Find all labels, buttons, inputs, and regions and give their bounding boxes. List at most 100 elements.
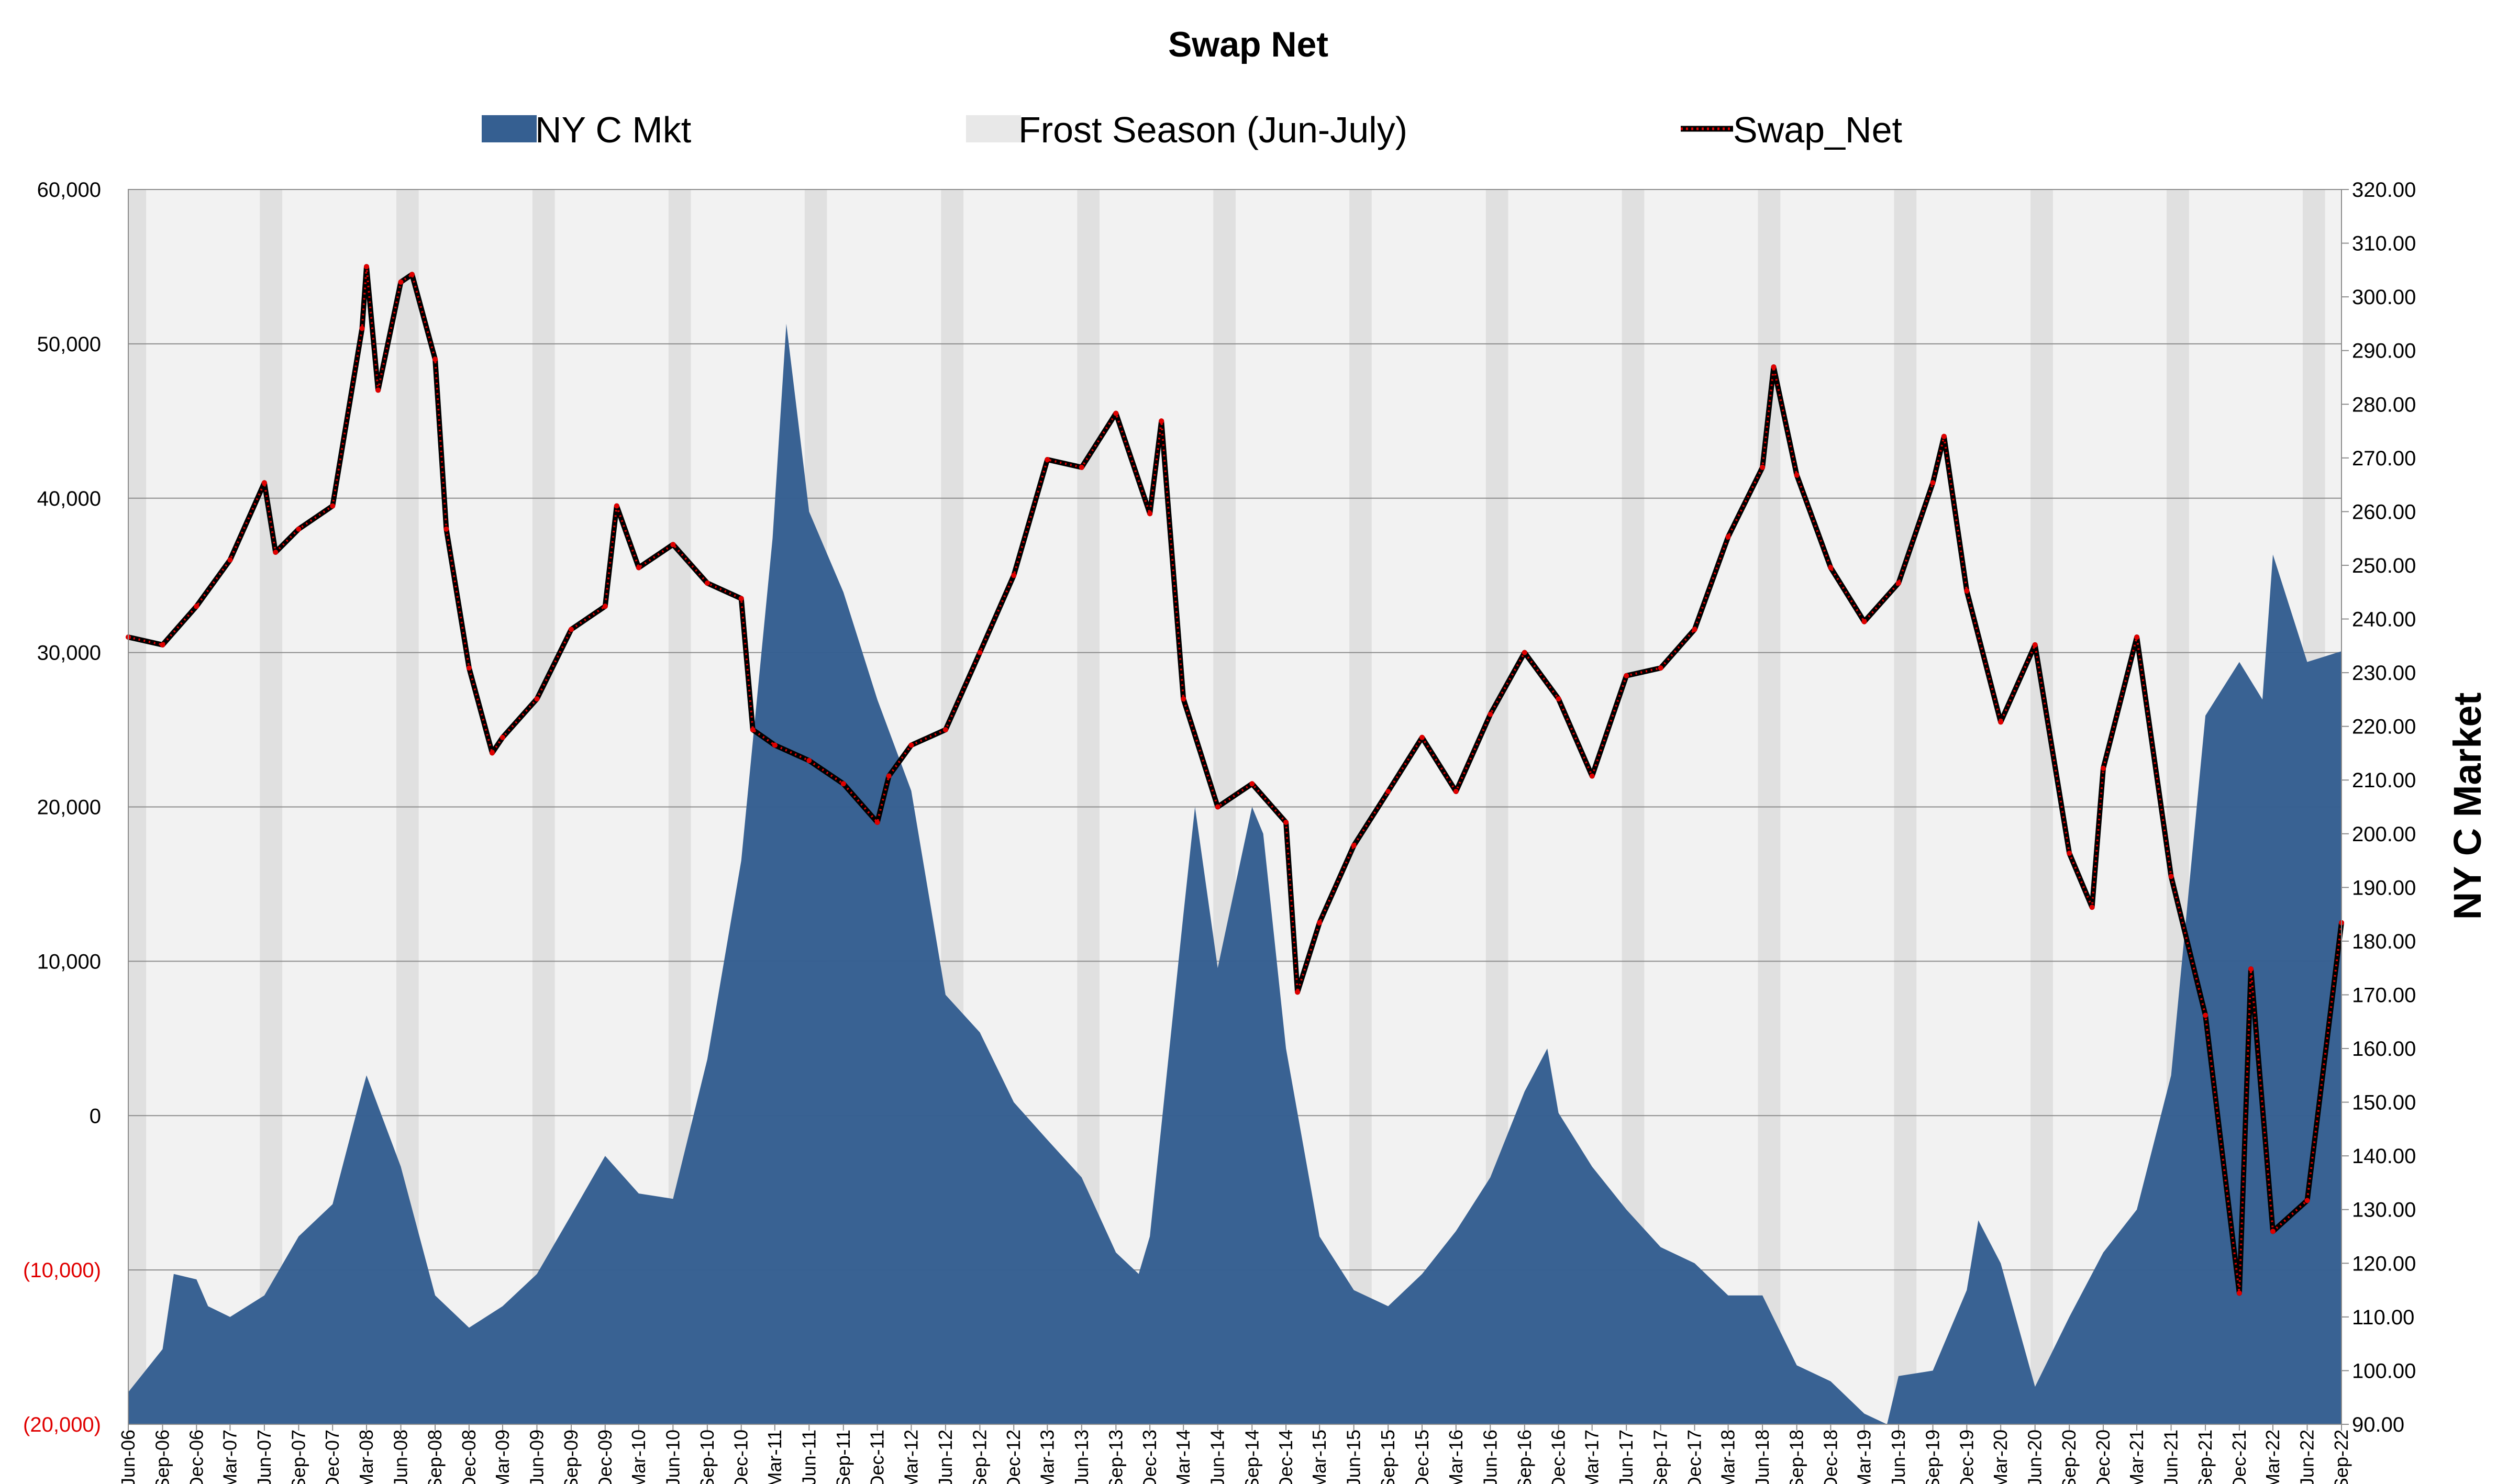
swap-net-point: [2203, 1012, 2209, 1018]
x-tick-label: 13-Jun-09: [526, 1430, 547, 1484]
swap-net-point: [500, 734, 505, 740]
right-tick-label: 170.00: [2352, 984, 2416, 1007]
x-tick-label: 13-Mar-11: [764, 1430, 785, 1484]
legend-label-frost-season: Frost Season (Jun-July): [1018, 109, 1407, 150]
swap-net-point: [1760, 464, 1766, 470]
x-tick-label: 13-Dec-12: [1003, 1430, 1024, 1484]
x-tick-label: 13-Dec-19: [1956, 1430, 1977, 1484]
swap-net-point: [1011, 573, 1017, 578]
x-axis-ticks: 13-Jun-06 13-Sep-06 13-Dec-06 13-Mar-07 13-J…: [117, 1424, 2352, 1484]
left-tick-label: (20,000): [23, 1413, 101, 1436]
swap-net-point: [1488, 711, 1493, 717]
x-tick-label: 13-Sep-07: [287, 1430, 309, 1484]
ny-c-mkt-area-layer: [128, 323, 2341, 1425]
x-tick-label: 13-Mar-21: [2126, 1430, 2147, 1484]
left-tick-label: 0: [90, 1104, 101, 1128]
x-tick-label: 13-Sep-16: [1514, 1430, 1535, 1484]
swap-net-point: [1113, 410, 1119, 416]
right-tick-label: 120.00: [2352, 1252, 2416, 1275]
x-tick-label: 13-Dec-18: [1819, 1430, 1841, 1484]
swap-net-point: [2134, 634, 2140, 640]
x-tick-label: 13-Dec-07: [321, 1430, 343, 1484]
x-tick-label: 13-Mar-15: [1308, 1430, 1330, 1484]
left-tick-label: 50,000: [37, 333, 101, 356]
right-axis-ticks: 320.00 310.00 300.00 290.00 280.00 270.00 260.…: [2341, 178, 2416, 1436]
swap-net-point: [977, 650, 983, 655]
swap-net-point: [1181, 696, 1186, 702]
x-tick-label: 13-Mar-07: [219, 1430, 240, 1484]
x-tick-label: 13-Sep-17: [1650, 1430, 1671, 1484]
swap-net-point: [2067, 851, 2072, 856]
swap-net-point: [1522, 650, 1527, 655]
swap-net-point: [330, 503, 336, 509]
x-tick-label: 13-Sep-06: [152, 1430, 173, 1484]
swap-net-point: [1658, 665, 1663, 671]
right-tick-label: 130.00: [2352, 1199, 2416, 1222]
x-tick-label: 13-Dec-06: [185, 1430, 207, 1484]
swap-net-point: [750, 727, 756, 733]
x-tick-label: 13-Jun-10: [662, 1430, 683, 1484]
swap-net-point: [1794, 472, 1800, 478]
left-axis-ticks: 60,000 50,000 40,000 30,000 20,000 10,000 0 (10…: [23, 178, 101, 1436]
x-tick-label: 13-Mar-19: [1854, 1430, 1875, 1484]
x-tick-label: 13-Mar-10: [628, 1430, 649, 1484]
swap-net-point: [409, 272, 415, 277]
x-tick-label: 13-Jun-08: [390, 1430, 412, 1484]
swap-net-point: [886, 773, 892, 779]
x-tick-label: 13-Dec-14: [1275, 1430, 1296, 1484]
x-tick-label: 13-Jun-18: [1751, 1430, 1773, 1484]
swap-net-point: [273, 550, 279, 555]
swap-net-point: [1453, 789, 1459, 794]
x-tick-label: 13-Jun-17: [1615, 1430, 1637, 1484]
x-tick-label: 13-Jun-22: [2296, 1430, 2317, 1484]
x-tick-label: 13-Mar-22: [2262, 1430, 2283, 1484]
legend-swatch-ny-c-mkt: [482, 115, 537, 142]
x-tick-label: 13-Jun-13: [1071, 1430, 1092, 1484]
right-tick-label: 240.00: [2352, 608, 2416, 631]
swap-net-point: [364, 264, 369, 270]
swap-net-point: [490, 750, 495, 756]
swap-net-point: [614, 503, 619, 509]
swap-net-point: [1896, 580, 1901, 586]
swap-net-point: [227, 557, 233, 563]
swap-net-point: [636, 565, 641, 571]
swap-net-point: [398, 279, 404, 285]
right-tick-label: 90.00: [2352, 1413, 2404, 1436]
swap-net-point: [1215, 804, 1220, 810]
legend-swatch-frost-season: [966, 115, 1021, 142]
swap-net-point: [908, 742, 914, 748]
swap-net-point: [1692, 627, 1697, 632]
swap-net-point: [1589, 773, 1595, 779]
swap-net-point: [2248, 966, 2254, 972]
left-tick-label: (10,000): [23, 1259, 101, 1282]
swap-net-point: [432, 356, 438, 362]
swap-net-point: [1249, 781, 1255, 787]
swap-net-point: [1828, 565, 1834, 571]
swap-net-point: [1725, 534, 1731, 540]
x-tick-label: 13-Dec-11: [867, 1430, 888, 1484]
swap-net-point: [1147, 511, 1153, 517]
x-tick-label: 13-Jun-11: [798, 1430, 819, 1484]
right-tick-label: 300.00: [2352, 286, 2416, 309]
swap-net-point: [1079, 464, 1084, 470]
swap-net-point: [2304, 1198, 2310, 1203]
swap-net-point: [296, 526, 302, 532]
swap-net-point: [1861, 619, 1867, 624]
right-tick-label: 150.00: [2352, 1091, 2416, 1114]
x-tick-label: 13-Jun-12: [935, 1430, 956, 1484]
x-tick-label: 13-Dec-20: [2092, 1430, 2114, 1484]
x-tick-label: 13-Sep-15: [1377, 1430, 1399, 1484]
x-tick-label: 13-Sep-21: [2194, 1430, 2216, 1484]
right-tick-label: 250.00: [2352, 554, 2416, 577]
swap-net-point: [840, 781, 846, 787]
swap-net-point: [1385, 789, 1391, 794]
x-tick-label: 13-Sep-19: [1922, 1430, 1944, 1484]
swap-net-point: [602, 604, 608, 609]
legend-label-ny-c-mkt: NY C Mkt: [535, 109, 691, 150]
x-tick-label: 13-Mar-17: [1581, 1430, 1603, 1484]
x-tick-label: 13-Dec-08: [458, 1430, 480, 1484]
swap-net-point: [2270, 1229, 2276, 1234]
swap-net-point: [1159, 418, 1164, 424]
swap-net-line-layer: [126, 264, 2344, 1296]
x-tick-label: 13-Sep-18: [1786, 1430, 1807, 1484]
